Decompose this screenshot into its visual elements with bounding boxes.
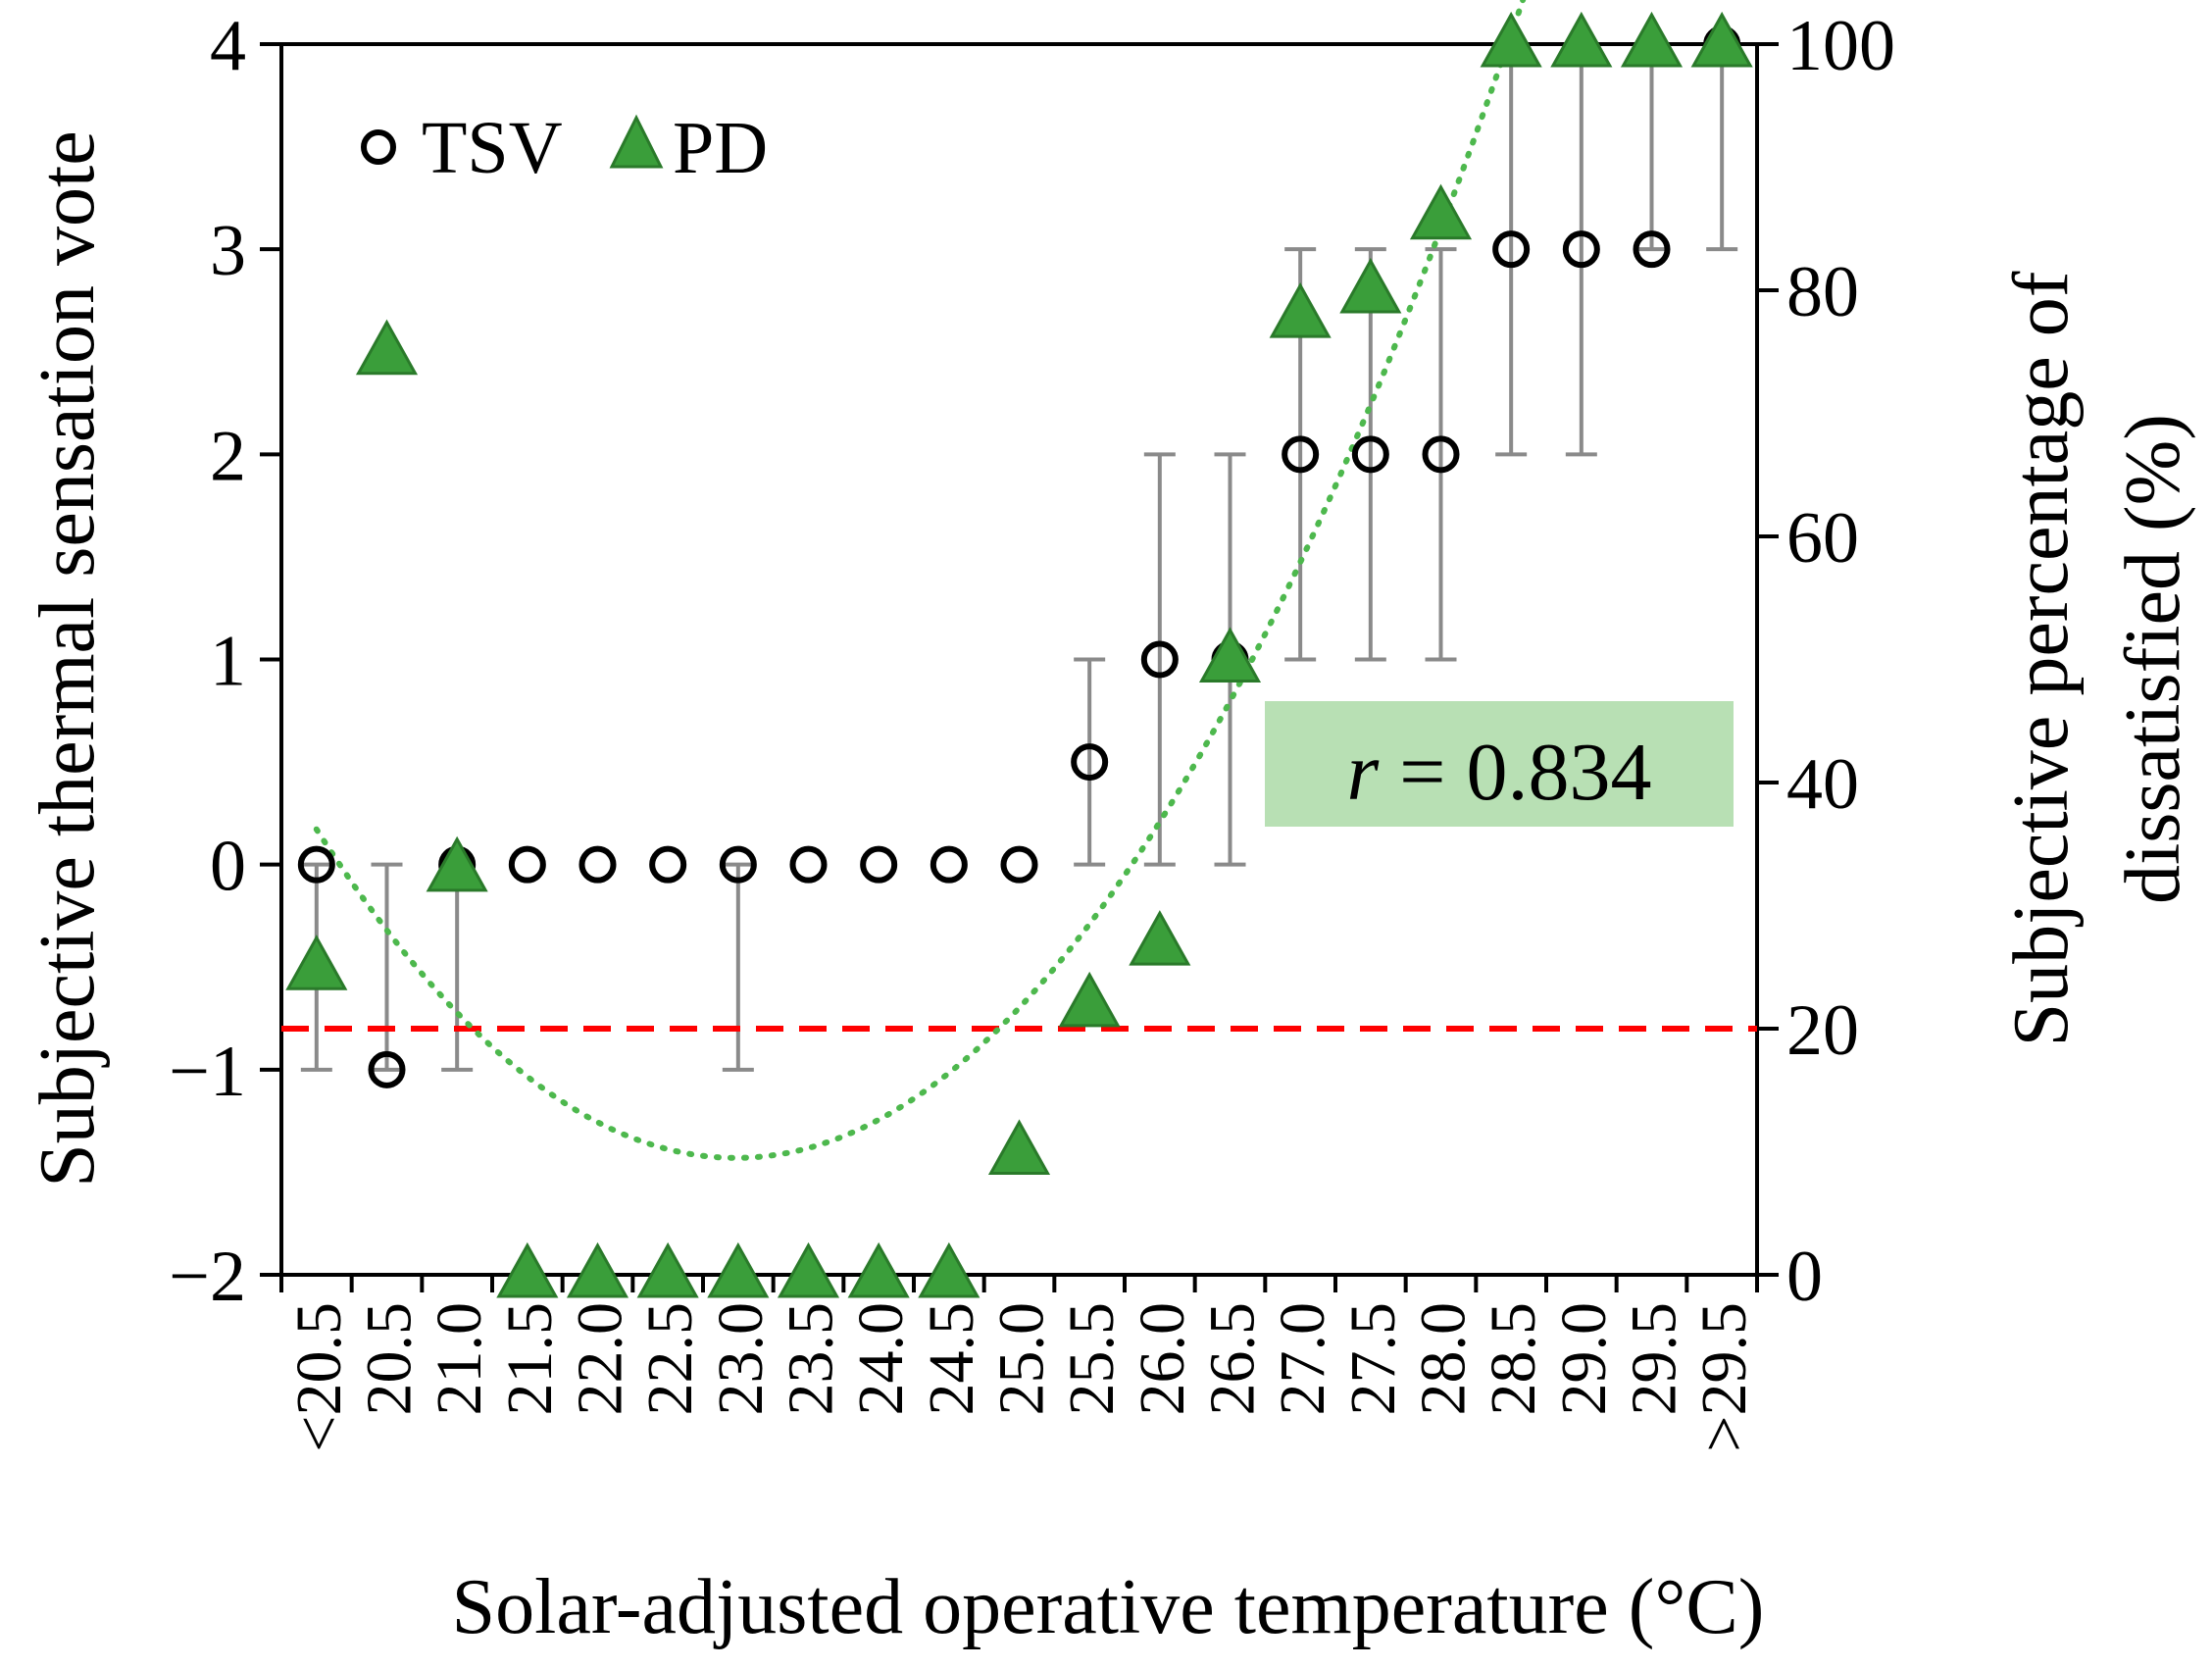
pd-point [426,835,488,892]
pd-point [707,1241,770,1298]
tsv-point [1140,640,1179,679]
pd-point [285,935,348,990]
y-right-tick-label: 80 [1786,252,1859,332]
x-tick-label: 28.5 [1478,1302,1549,1416]
x-tick-label: 26.5 [1197,1302,1269,1416]
x-tick-label: 22.0 [565,1302,636,1416]
y-axis-left-title: Subjective thermal sensation vote [25,130,111,1188]
tsv-point [508,845,546,884]
pd-point [496,1241,559,1298]
legend-tsv-label: TSV [422,107,563,189]
tsv-point [368,1050,406,1088]
legend-pd-label: PD [673,107,768,189]
annotation-r: r [1346,727,1379,818]
x-tick-label: 24.5 [916,1302,987,1416]
pd-point [918,1241,980,1298]
x-axis-title: Solar-adjusted operative temperature (°C… [452,1564,1765,1650]
ticks-layer: −2−101234020406080100<20.520.521.021.522… [169,6,1895,1452]
pd-point [847,1241,910,1298]
x-tick-label: 23.0 [705,1302,777,1416]
y-right-tick-label: 0 [1786,1237,1823,1317]
correlation-annotation: r = 0.834 [1265,701,1734,827]
x-tick-label: 22.5 [634,1302,706,1416]
pd-trendline [313,0,1527,1161]
y-left-tick-label: 1 [210,622,246,702]
x-tick-label: 21.5 [494,1302,566,1416]
y-left-tick-label: 4 [210,6,246,86]
x-tick-label: 27.5 [1337,1302,1409,1416]
pd-point [1269,282,1332,338]
legend: TSV PD [361,107,768,189]
x-tick-label: 29.0 [1548,1302,1620,1416]
tsv-point [1351,435,1389,474]
pd-point [1409,183,1473,240]
tsv-point [1000,845,1038,884]
legend-tsv-marker [361,129,396,165]
pd-point [355,319,419,376]
annotation-box [1265,701,1734,827]
pd-point [1058,971,1121,1028]
tsv-point [860,845,898,884]
tsv-point [578,845,617,884]
pd-point [1198,627,1262,683]
x-tick-label: 24.0 [845,1302,917,1416]
pd-point [777,1241,840,1298]
pd-point [1339,257,1402,314]
x-tick-label: 25.0 [986,1302,1058,1416]
tsv-point [719,845,757,884]
tsv-point [930,845,968,884]
y-right-tick-label: 60 [1786,498,1859,579]
x-tick-label: 28.0 [1408,1302,1480,1416]
pd-point [1480,11,1542,68]
y-left-tick-label: −2 [169,1237,246,1317]
y-axis-right-title-line2: dissatisfied (%) [2110,414,2196,904]
y-left-tick-label: 0 [210,827,246,907]
pd-point [1129,910,1191,966]
pd-point [1690,11,1753,68]
x-tick-label: >29.5 [1688,1302,1760,1452]
legend-pd-marker [609,114,664,169]
annotation-value: = 0.834 [1379,727,1651,818]
pd-point [636,1241,699,1298]
y-right-tick-label: 20 [1786,990,1859,1071]
tsv-point [297,845,335,884]
y-left-tick-label: −1 [169,1032,246,1112]
x-tick-label: 27.0 [1267,1302,1338,1416]
pd-point [1550,11,1613,68]
y-right-tick-label: 100 [1786,6,1895,86]
x-tick-label: 25.5 [1056,1302,1128,1416]
trendline-layer [313,0,1527,1161]
x-tick-label: 20.5 [354,1302,426,1416]
x-tick-label: 29.5 [1619,1302,1690,1416]
pd-point [1620,11,1684,68]
y-left-tick-label: 2 [210,416,246,496]
tsv-point [789,845,828,884]
y-right-tick-label: 40 [1786,744,1859,825]
tsv-point [649,845,687,884]
pd-layer [285,11,1753,1298]
x-tick-label: 23.5 [776,1302,847,1416]
annotation-text: r = 0.834 [1346,727,1651,818]
tsv-point [1422,435,1460,474]
x-tick-label: <20.5 [283,1302,355,1452]
pd-point [987,1119,1051,1175]
tsv-point [1282,435,1320,474]
x-tick-label: 26.0 [1127,1302,1198,1416]
y-left-tick-label: 3 [210,211,246,291]
pd-point [566,1241,629,1298]
y-axis-right-title-line1: Subjective percentage of [1998,271,2085,1046]
x-tick-label: 21.0 [424,1302,495,1416]
tsv-point [1492,230,1531,269]
tsv-point [1562,230,1600,269]
tsv-point [1633,230,1671,269]
tsv-point [1071,743,1109,782]
